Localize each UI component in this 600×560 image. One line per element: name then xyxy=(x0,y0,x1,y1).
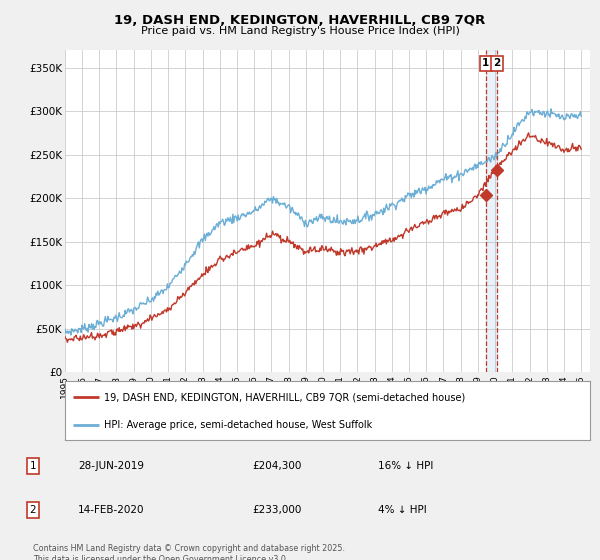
Text: 28-JUN-2019: 28-JUN-2019 xyxy=(78,461,144,471)
Text: 2: 2 xyxy=(494,58,501,68)
Text: Contains HM Land Registry data © Crown copyright and database right 2025.
This d: Contains HM Land Registry data © Crown c… xyxy=(33,544,345,560)
Text: £233,000: £233,000 xyxy=(252,505,301,515)
Text: 2: 2 xyxy=(29,505,37,515)
Text: £204,300: £204,300 xyxy=(252,461,301,471)
Text: Price paid vs. HM Land Registry's House Price Index (HPI): Price paid vs. HM Land Registry's House … xyxy=(140,26,460,36)
Bar xyxy=(486,50,497,372)
Text: 19, DASH END, KEDINGTON, HAVERHILL, CB9 7QR: 19, DASH END, KEDINGTON, HAVERHILL, CB9 … xyxy=(115,13,485,27)
Text: 19, DASH END, KEDINGTON, HAVERHILL, CB9 7QR (semi-detached house): 19, DASH END, KEDINGTON, HAVERHILL, CB9 … xyxy=(104,392,466,402)
Text: HPI: Average price, semi-detached house, West Suffolk: HPI: Average price, semi-detached house,… xyxy=(104,420,373,430)
Text: 1: 1 xyxy=(29,461,37,471)
Text: 1: 1 xyxy=(482,58,490,68)
Text: 16% ↓ HPI: 16% ↓ HPI xyxy=(378,461,433,471)
Text: 14-FEB-2020: 14-FEB-2020 xyxy=(78,505,145,515)
Text: 4% ↓ HPI: 4% ↓ HPI xyxy=(378,505,427,515)
